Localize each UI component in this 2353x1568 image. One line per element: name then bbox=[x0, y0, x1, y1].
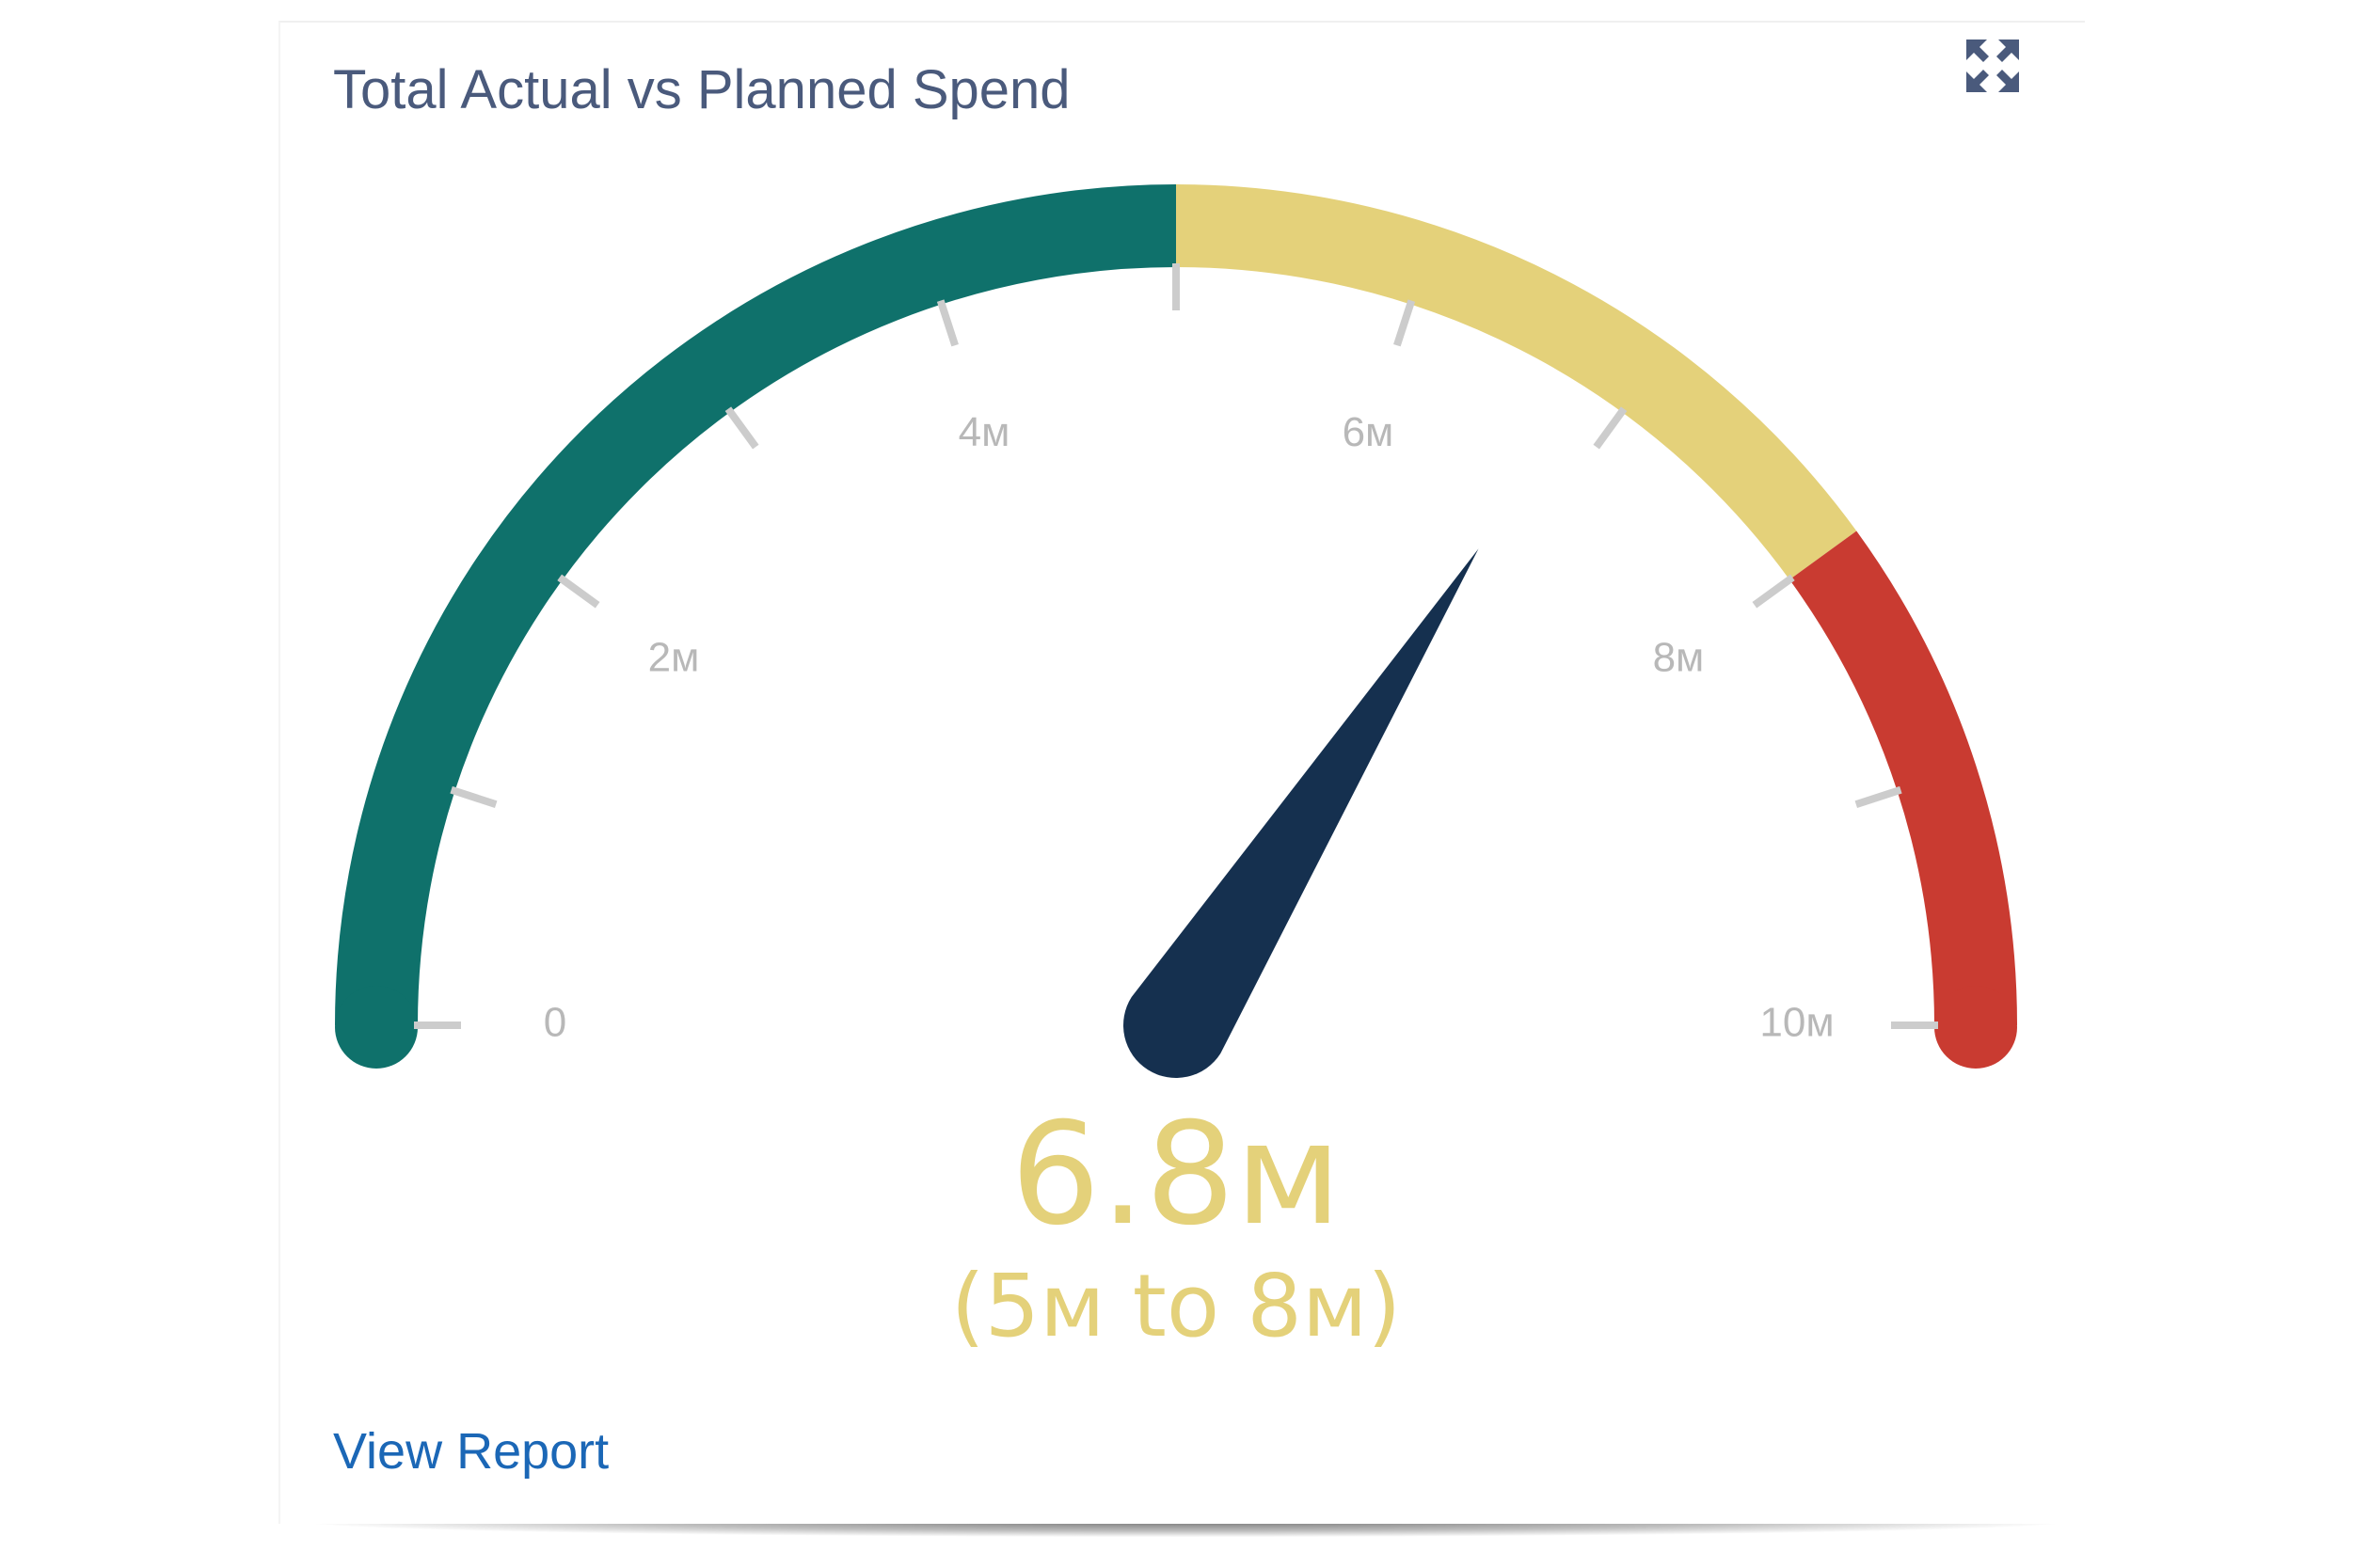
gauge-value-label: 6.8м bbox=[1010, 1093, 1342, 1257]
gauge-tick-label: 2м bbox=[648, 635, 700, 681]
expand-button[interactable] bbox=[1961, 34, 2025, 98]
gauge-band-end-cap bbox=[1934, 986, 2017, 1069]
gauge-tick-label: 0 bbox=[544, 1000, 566, 1046]
gauge-tick-label: 10м bbox=[1759, 1000, 1834, 1046]
gauge-tick-mark bbox=[724, 406, 759, 450]
expand-icon bbox=[1966, 40, 2019, 92]
gauge-band-start-cap bbox=[335, 986, 418, 1069]
gauge-needle bbox=[1123, 548, 1479, 1079]
gauge-tick-mark bbox=[936, 299, 959, 347]
gauge-tick-mark bbox=[1854, 785, 1902, 808]
gauge-band-1 bbox=[335, 184, 1177, 1026]
dashboard-card bbox=[278, 21, 2085, 1524]
gauge-tick-label: 8м bbox=[1653, 635, 1705, 681]
gauge-tick-label: 4м bbox=[959, 409, 1010, 455]
view-report-link[interactable]: View Report bbox=[333, 1423, 610, 1480]
gauge-tick-label: 6м bbox=[1343, 409, 1394, 455]
gauge-tick-mark bbox=[1593, 406, 1628, 450]
gauge-band-2 bbox=[1175, 184, 1857, 580]
gauge-band-3 bbox=[1789, 531, 2017, 1026]
card-title: Total Actual vs Planned Spend bbox=[333, 59, 1071, 120]
gauge-tick-mark bbox=[557, 574, 600, 609]
gauge-tick-mark bbox=[450, 785, 498, 808]
gauge-tick-mark bbox=[1752, 574, 1795, 609]
gauge-range-label: (5м to 8м) bbox=[951, 1256, 1402, 1356]
gauge-tick-mark bbox=[1393, 299, 1416, 347]
